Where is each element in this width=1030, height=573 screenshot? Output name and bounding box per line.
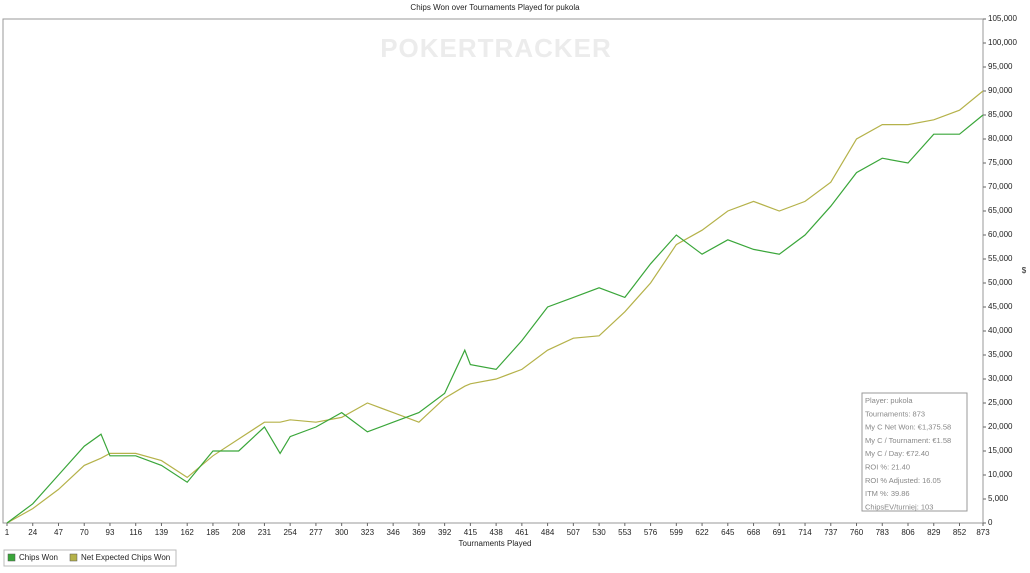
y-tick-label: 25,000 bbox=[988, 398, 1013, 407]
y-tick-label: 15,000 bbox=[988, 446, 1013, 455]
x-tick-label: 277 bbox=[309, 528, 323, 537]
x-tick-label: 162 bbox=[181, 528, 195, 537]
x-tick-label: 1 bbox=[5, 528, 10, 537]
legend-box bbox=[3, 549, 177, 567]
stat-line: ROI % Adjusted: 16.05 bbox=[865, 476, 941, 485]
legend-swatch bbox=[69, 553, 78, 562]
stat-line: My C / Tournament: €1.58 bbox=[865, 436, 951, 445]
x-tick-label: 553 bbox=[618, 528, 632, 537]
y-tick-label: 90,000 bbox=[988, 86, 1013, 95]
x-tick-label: 645 bbox=[721, 528, 735, 537]
y-tick-label: 80,000 bbox=[988, 134, 1013, 143]
x-tick-label: 576 bbox=[644, 528, 658, 537]
y-axis-label: $ bbox=[1022, 266, 1027, 275]
x-tick-label: 806 bbox=[901, 528, 915, 537]
stat-line: Tournaments: 873 bbox=[865, 409, 925, 418]
stat-line: My C Net Won: €1,375.58 bbox=[865, 423, 951, 432]
x-tick-label: 714 bbox=[798, 528, 812, 537]
x-tick-label: 254 bbox=[283, 528, 297, 537]
chart-title: Chips Won over Tournaments Played for pu… bbox=[410, 3, 580, 12]
x-tick-label: 622 bbox=[695, 528, 709, 537]
x-tick-label: 93 bbox=[106, 528, 115, 537]
x-tick-label: 70 bbox=[80, 528, 89, 537]
y-tick-label: 65,000 bbox=[988, 206, 1013, 215]
x-tick-label: 208 bbox=[232, 528, 246, 537]
stat-line: ChipsEV/turniej: 103 bbox=[865, 502, 933, 511]
watermark: POKERTRACKER bbox=[380, 33, 612, 63]
x-tick-label: 438 bbox=[489, 528, 503, 537]
y-tick-label: 85,000 bbox=[988, 110, 1013, 119]
x-tick-label: 369 bbox=[412, 528, 426, 537]
stats-box bbox=[861, 392, 968, 512]
legend-label: Chips Won bbox=[19, 553, 58, 562]
x-tick-label: 829 bbox=[927, 528, 941, 537]
legend-label: Net Expected Chips Won bbox=[81, 553, 170, 562]
stat-line: Player: pukola bbox=[865, 396, 913, 405]
x-tick-label: 323 bbox=[361, 528, 375, 537]
y-tick-label: 105,000 bbox=[988, 14, 1017, 23]
y-tick-label: 10,000 bbox=[988, 470, 1013, 479]
x-tick-label: 691 bbox=[773, 528, 787, 537]
x-tick-label: 873 bbox=[976, 528, 990, 537]
series-line bbox=[6, 90, 984, 524]
y-tick-label: 50,000 bbox=[988, 278, 1013, 287]
x-tick-label: 484 bbox=[541, 528, 555, 537]
series-line bbox=[6, 114, 984, 524]
x-tick-label: 47 bbox=[54, 528, 63, 537]
y-tick-label: 75,000 bbox=[988, 158, 1013, 167]
legend-swatch bbox=[7, 553, 16, 562]
stat-line: ROI %: 21.40 bbox=[865, 462, 910, 471]
x-tick-label: 300 bbox=[335, 528, 349, 537]
y-tick-label: 60,000 bbox=[988, 230, 1013, 239]
x-tick-label: 760 bbox=[850, 528, 864, 537]
x-tick-label: 737 bbox=[824, 528, 838, 537]
stat-line: My C / Day: €72.40 bbox=[865, 449, 929, 458]
y-tick-label: 0 bbox=[988, 518, 993, 527]
y-tick-label: 20,000 bbox=[988, 422, 1013, 431]
x-tick-label: 507 bbox=[567, 528, 581, 537]
x-tick-label: 852 bbox=[953, 528, 967, 537]
y-tick-label: 45,000 bbox=[988, 302, 1013, 311]
x-tick-label: 668 bbox=[747, 528, 761, 537]
y-tick-label: 95,000 bbox=[988, 62, 1013, 71]
stat-line: ITM %: 39.86 bbox=[865, 489, 910, 498]
y-tick-label: 35,000 bbox=[988, 350, 1013, 359]
x-tick-label: 185 bbox=[206, 528, 220, 537]
x-tick-label: 116 bbox=[129, 528, 142, 537]
x-tick-label: 530 bbox=[592, 528, 606, 537]
y-tick-label: 40,000 bbox=[988, 326, 1013, 335]
y-tick-label: 30,000 bbox=[988, 374, 1013, 383]
x-tick-label: 24 bbox=[28, 528, 37, 537]
x-tick-label: 139 bbox=[155, 528, 169, 537]
x-tick-label: 783 bbox=[876, 528, 890, 537]
x-tick-label: 599 bbox=[670, 528, 684, 537]
x-tick-label: 415 bbox=[464, 528, 478, 537]
x-tick-label: 461 bbox=[515, 528, 529, 537]
plot-frame bbox=[2, 18, 984, 524]
y-tick-label: 70,000 bbox=[988, 182, 1013, 191]
x-tick-label: 346 bbox=[386, 528, 400, 537]
y-tick-label: 100,000 bbox=[988, 38, 1017, 47]
x-tick-label: 231 bbox=[258, 528, 272, 537]
x-tick-label: 392 bbox=[438, 528, 452, 537]
y-tick-label: 55,000 bbox=[988, 254, 1013, 263]
y-tick-label: 5,000 bbox=[988, 494, 1009, 503]
x-axis-label: Tournaments Played bbox=[459, 539, 532, 548]
